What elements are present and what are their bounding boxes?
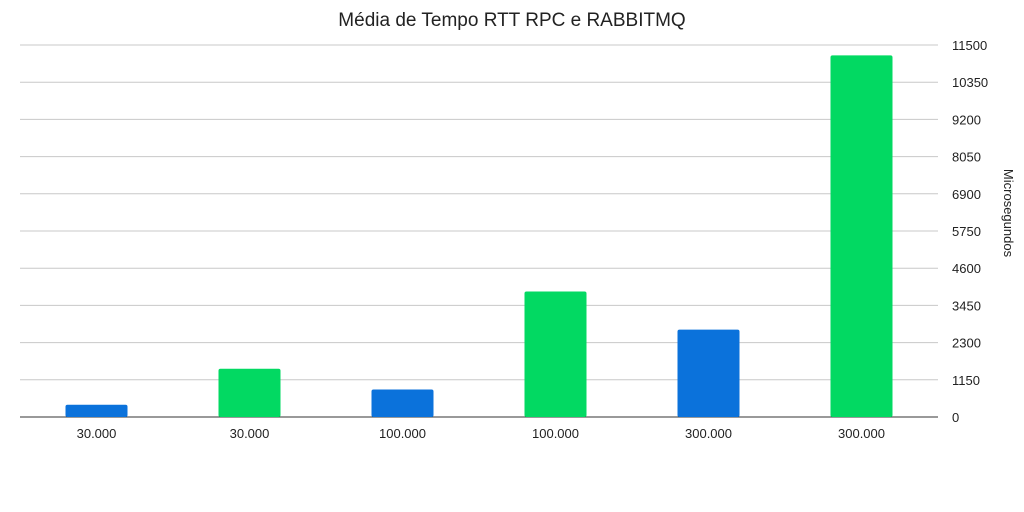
bar [524,291,587,417]
x-tick-label: 300.000 [838,426,885,441]
y-tick-label: 2300 [952,336,981,351]
y-tick-label: 11500 [952,38,987,53]
x-tick-label: 30.000 [230,426,270,441]
x-tick-label: 30.000 [77,426,117,441]
bars [65,55,893,417]
x-tick-labels: 30.000 30.000 100.000 100.000 300.000 300.000 [77,426,885,441]
bar [371,389,434,417]
bar [830,55,893,417]
bar [677,329,740,417]
y-tick-label: 0 [952,410,959,425]
chart-title: Média de Tempo RTT RPC e RABBITMQ [338,10,686,31]
bar [65,404,128,417]
x-tick-label: 300.000 [685,426,732,441]
y-axis-label: Microsegundos [1001,169,1016,258]
y-tick-label: 5750 [952,224,981,239]
y-tick-label: 9200 [952,112,981,127]
y-tick-label: 6900 [952,187,981,202]
y-tick-label: 1150 [952,373,980,388]
bar [218,368,281,417]
y-tick-label: 8050 [952,150,981,165]
y-tick-label: 10350 [952,75,988,90]
y-tick-labels: 0 1150 2300 3450 4600 5750 6900 8050 9200 10350 11… [952,38,988,425]
gridlines [20,44,938,418]
x-tick-label: 100.000 [379,426,426,441]
x-tick-label: 100.000 [532,426,579,441]
y-tick-label: 4600 [952,261,981,276]
y-tick-label: 3450 [952,298,981,313]
